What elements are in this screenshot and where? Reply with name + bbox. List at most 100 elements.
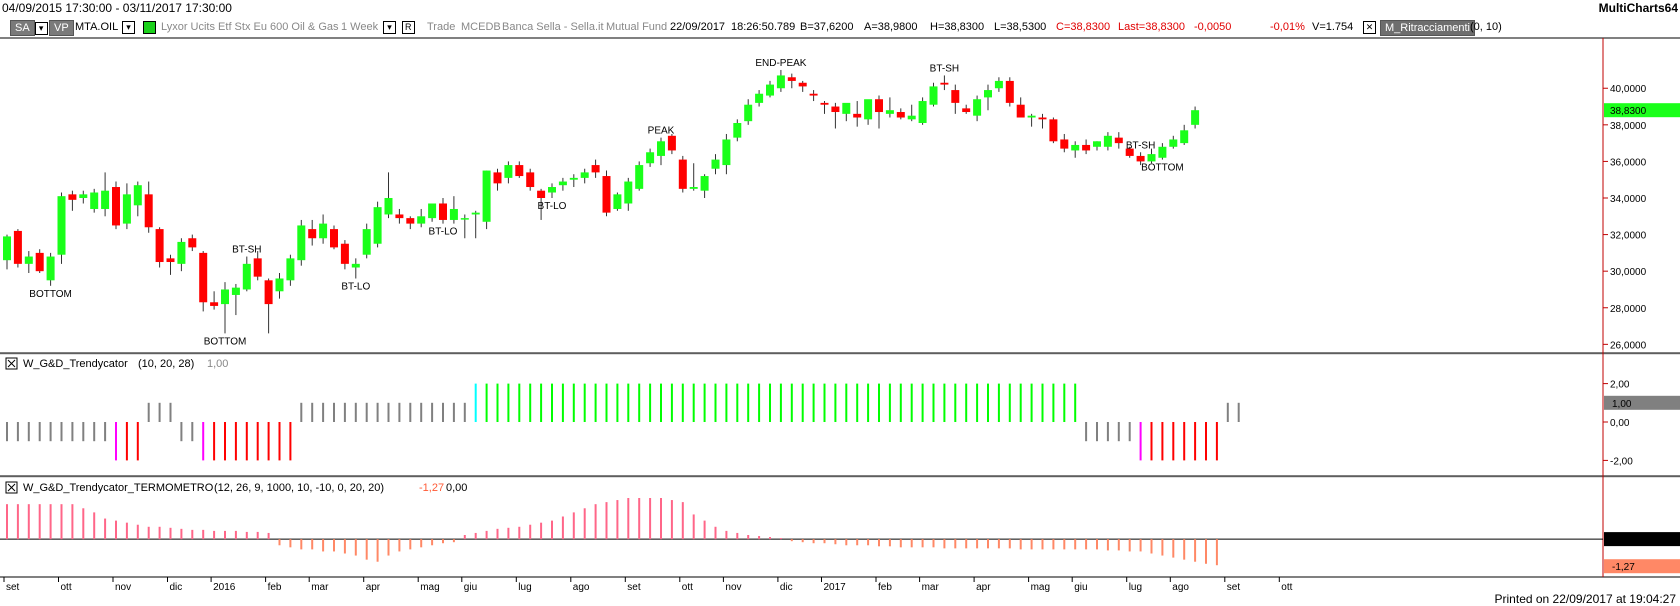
annotation-label: END-PEAK bbox=[755, 58, 806, 69]
time-tick-label: apr bbox=[976, 582, 991, 593]
candle-body bbox=[809, 93, 818, 96]
candle-body bbox=[395, 214, 404, 219]
close-indicator-button[interactable]: ✕ bbox=[1363, 17, 1376, 37]
instrument-name: Lyxor Ucits Etf Stx Eu 600 Oil & Gas bbox=[161, 21, 339, 33]
trendycator-value: 1,00 bbox=[207, 358, 228, 370]
color-toggle[interactable] bbox=[143, 17, 156, 41]
termometro-axis: 0,00 -1,27 bbox=[1604, 532, 1680, 574]
candle-body bbox=[896, 112, 905, 118]
axis-tick-label: 0,00 bbox=[1610, 418, 1630, 429]
zero-value-label: 0,00 bbox=[1612, 535, 1632, 546]
candle-body bbox=[155, 229, 164, 263]
candle-body bbox=[406, 218, 415, 224]
axis-tick-label: 2,00 bbox=[1610, 380, 1630, 391]
candle-body bbox=[1027, 115, 1036, 118]
candle-body bbox=[973, 99, 982, 116]
candle-body bbox=[885, 110, 894, 114]
candle-body bbox=[875, 99, 883, 113]
candle-body bbox=[907, 115, 916, 120]
candle-body bbox=[984, 90, 992, 98]
candle-body bbox=[482, 170, 491, 222]
candle-body bbox=[308, 229, 317, 239]
time-tick-label: ott bbox=[61, 582, 72, 593]
candle-body bbox=[962, 108, 971, 113]
color-swatch-icon[interactable] bbox=[143, 21, 156, 34]
candle-body bbox=[79, 194, 88, 198]
printed-footer: Printed on 22/09/2017 at 19:04:27 bbox=[1494, 592, 1676, 606]
candle-body bbox=[1169, 139, 1178, 147]
vp-button[interactable]: VP bbox=[49, 17, 74, 38]
candle-body bbox=[569, 177, 578, 180]
annotation-label: BT-LO bbox=[341, 281, 370, 292]
last-price-box bbox=[1604, 103, 1680, 118]
axis-tick-label: 30,0000 bbox=[1610, 267, 1647, 278]
candle-body bbox=[297, 225, 306, 261]
broker-label: Banca Sella - Sella.it bbox=[502, 21, 604, 33]
candle-body bbox=[667, 135, 676, 151]
annotation-label: PEAK bbox=[648, 126, 675, 137]
annotation-label: BT-SH bbox=[930, 63, 959, 74]
last-value-box bbox=[1604, 559, 1680, 574]
time-axis: set ott nov dic 2016 feb mar apr mag giu lug ago set… bbox=[3, 577, 1293, 593]
last-value-label: 1,00 bbox=[1612, 399, 1632, 410]
candle-body bbox=[820, 102, 829, 105]
time-tick-label: apr bbox=[366, 582, 381, 593]
candle-body bbox=[493, 172, 502, 184]
chevron-down-icon[interactable]: ▾ bbox=[34, 22, 48, 35]
candle-body bbox=[1016, 104, 1025, 118]
change-value: -0,0050 bbox=[1194, 21, 1232, 33]
axis-tick-label: -2,00 bbox=[1610, 456, 1633, 467]
candle-body bbox=[1180, 130, 1189, 144]
time-tick-label: giu bbox=[1074, 582, 1087, 593]
candle-body bbox=[351, 263, 360, 268]
r-button[interactable]: R bbox=[402, 17, 415, 37]
candle-body bbox=[558, 181, 567, 186]
time-tick-label: ott bbox=[1281, 582, 1292, 593]
time-tick-label: feb bbox=[878, 582, 892, 593]
candle-body bbox=[624, 181, 633, 204]
candle-body bbox=[1005, 80, 1014, 103]
last-value: Last=38,8300 bbox=[1118, 21, 1185, 33]
candle-body bbox=[787, 77, 796, 81]
close-icon[interactable]: ✕ bbox=[1363, 21, 1376, 34]
candle-body bbox=[842, 102, 851, 114]
chevron-down-icon[interactable]: ▾ bbox=[383, 21, 396, 34]
candle-body bbox=[101, 190, 110, 209]
candle-body bbox=[68, 194, 77, 200]
trendycator-axis: 2,00 0,00 -2,00 1,00 bbox=[1603, 380, 1680, 467]
candle-body bbox=[1125, 148, 1134, 156]
quote-date: 22/09/2017 bbox=[670, 21, 726, 33]
termometro-value-1: -1,27 bbox=[419, 482, 444, 494]
candle-body bbox=[580, 172, 589, 178]
resolution-dropdown[interactable]: ▾ bbox=[383, 17, 396, 37]
annotation-label: BOTTOM bbox=[29, 289, 72, 300]
symbol-dropdown[interactable]: ▾ bbox=[122, 17, 135, 37]
candle-body bbox=[471, 212, 480, 215]
time-tick-label: set bbox=[1227, 582, 1241, 593]
candle-body bbox=[504, 165, 513, 178]
time-tick-label: mar bbox=[311, 582, 329, 593]
candle-body bbox=[439, 203, 447, 220]
axis-tick-label: 32,0000 bbox=[1610, 231, 1647, 242]
candle-body bbox=[646, 152, 655, 164]
change-pct-value: -0,01% bbox=[1270, 21, 1305, 33]
sa-button[interactable]: SA ▾ bbox=[10, 17, 48, 38]
termometro-header: W_G&D_Trendycator_TERMOMETRO (12, 26, 9,… bbox=[5, 481, 467, 494]
chevron-down-icon[interactable]: ▾ bbox=[122, 21, 135, 34]
price-pane: BOTTOM BOTTOM BT-SH BT-LO BT-LO BT-LO PEAK END-… bbox=[3, 58, 1200, 347]
candle-body bbox=[602, 176, 611, 213]
low-value: L=38,5300 bbox=[994, 21, 1047, 33]
trendycator-name: W_G&D_Trendycator bbox=[23, 358, 128, 370]
title-bar: 04/09/2015 17:30:00 - 03/11/2017 17:30:0… bbox=[0, 0, 1680, 16]
candle-body bbox=[678, 159, 687, 189]
candle-body bbox=[428, 203, 437, 219]
quote-time: 18:26:50.789 bbox=[731, 21, 796, 33]
annotation-label: BT-SH bbox=[1126, 140, 1155, 151]
bid-value: B=37,6200 bbox=[800, 21, 854, 33]
annotation-label: BT-SH bbox=[232, 245, 261, 256]
candle-body bbox=[994, 80, 1003, 89]
candle-body bbox=[1093, 141, 1101, 147]
chart-toolbar: SA ▾ VP MTA.OIL ▾ Lyxor Ucits Etf Stx Eu … bbox=[0, 17, 1680, 37]
candle-body bbox=[122, 194, 131, 224]
